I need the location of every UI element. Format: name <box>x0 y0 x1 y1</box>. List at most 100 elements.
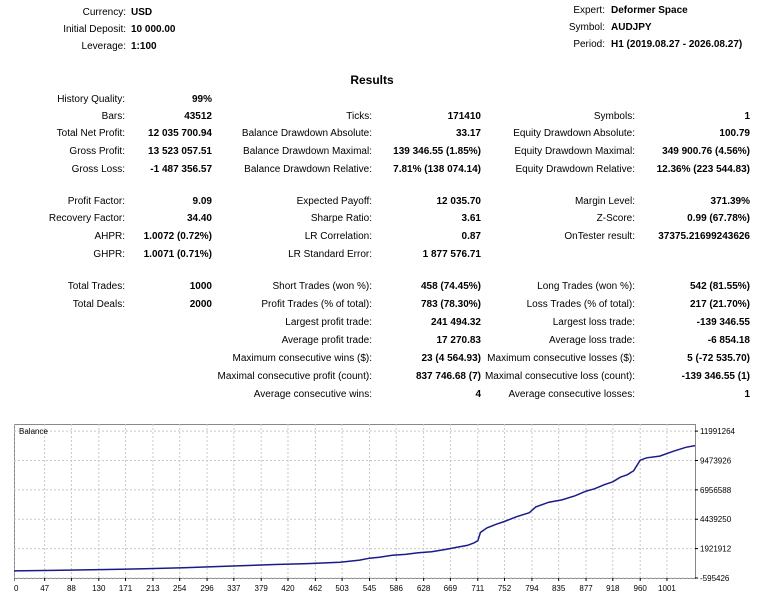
x-tick-label: 669 <box>444 584 458 593</box>
leverage-label: Leverage: <box>81 41 126 52</box>
y-tick-label: 9473926 <box>700 456 732 465</box>
stat-value: 1000 <box>189 281 212 292</box>
stat-label: Total Net Profit: <box>56 128 125 139</box>
x-tick-label: 171 <box>119 584 133 593</box>
stat-value: 1 877 576.71 <box>422 249 481 260</box>
y-tick-label: 11991264 <box>700 427 736 436</box>
expert-label: Expert: <box>573 5 605 16</box>
stat-value: 3.61 <box>461 213 481 224</box>
stat-value: 1.0071 (0.71%) <box>143 249 212 260</box>
y-tick-label: -595426 <box>700 574 730 583</box>
balance-chart: Balance 11991264 9473926 6956588 4439250 192… <box>14 424 736 593</box>
stat-value: 217 (21.70%) <box>689 299 750 310</box>
chart-grid <box>14 424 695 579</box>
stat-label: Average consecutive wins: <box>253 389 372 400</box>
stat-value: 139 346.55 (1.85%) <box>393 146 481 157</box>
stat-value: 1 <box>744 389 750 400</box>
stat-value: 5 (-72 535.70) <box>687 353 750 364</box>
stat-value: 33.17 <box>455 128 481 139</box>
x-tick-label: 711 <box>471 584 484 593</box>
stat-label: Loss Trades (% of total): <box>526 299 635 310</box>
stat-label: Recovery Factor: <box>48 213 125 224</box>
x-tick-label: 462 <box>309 584 323 593</box>
x-tick-label: 47 <box>40 584 49 593</box>
stat-label: Balance Drawdown Absolute: <box>241 128 372 139</box>
period-value: H1 (2019.08.27 - 2026.08.27) <box>611 39 743 50</box>
y-tick-label: 6956588 <box>700 486 732 495</box>
x-tick-label: 420 <box>281 584 295 593</box>
stat-label: Balance Drawdown Maximal: <box>243 146 372 157</box>
x-tick-label: 88 <box>67 584 76 593</box>
stat-label: Average loss trade: <box>549 335 635 346</box>
stat-value: 17 270.83 <box>436 335 482 346</box>
stat-label: Total Trades: <box>67 281 125 292</box>
stat-value: -139 346.55 <box>696 317 750 328</box>
stat-value: 458 (74.45%) <box>420 281 481 292</box>
stat-value: 4 <box>475 389 481 400</box>
stat-label: AHPR: <box>94 231 125 242</box>
stat-label: History Quality: <box>57 94 125 105</box>
x-tick-label: 1001 <box>658 584 676 593</box>
results-title: Results <box>350 73 394 87</box>
x-tick-label: 877 <box>579 584 593 593</box>
stat-value: 1.0072 (0.72%) <box>143 231 212 242</box>
stat-label: Equity Drawdown Relative: <box>515 164 636 175</box>
stat-value: 1 <box>744 111 750 122</box>
stat-value: 0.87 <box>461 231 481 242</box>
stat-value: 12.36% (223 544.83) <box>656 164 750 175</box>
y-axis: 11991264 9473926 6956588 4439250 1921912 -595… <box>695 427 736 583</box>
stat-value: 100.79 <box>719 128 750 139</box>
leverage-value: 1:100 <box>131 41 157 52</box>
x-tick-label: 752 <box>498 584 512 593</box>
stat-label: OnTester result: <box>564 231 635 242</box>
stat-value: 837 746.68 (7) <box>415 371 481 382</box>
stat-value: 7.81% (138 074.14) <box>393 164 481 175</box>
stat-value: 12 035 700.94 <box>148 128 212 139</box>
period-label: Period: <box>573 39 605 50</box>
x-tick-label: 213 <box>146 584 160 593</box>
currency-label: Currency: <box>82 7 126 18</box>
stat-label: Sharpe Ratio: <box>310 213 372 224</box>
x-tick-label: 0 <box>14 584 19 593</box>
y-tick-label: 4439250 <box>700 515 732 524</box>
stat-label: LR Standard Error: <box>288 249 372 260</box>
stat-value: 13 523 057.51 <box>148 146 212 157</box>
stat-value: -1 487 356.57 <box>150 164 212 175</box>
stat-label: Maximal consecutive loss (count): <box>484 371 635 382</box>
balance-line <box>14 444 696 572</box>
stat-label: Bars: <box>101 111 125 122</box>
stat-label: Gross Loss: <box>71 164 125 175</box>
stat-label: Gross Profit: <box>69 146 125 157</box>
x-tick-label: 379 <box>255 584 269 593</box>
x-tick-label: 835 <box>552 584 566 593</box>
stat-label: Short Trades (won %): <box>272 281 372 292</box>
stat-value: 2000 <box>189 299 212 310</box>
stat-value: 0.99 (67.78%) <box>687 213 750 224</box>
stat-label: Maximum consecutive losses ($): <box>487 353 635 364</box>
stat-label: Z-Score: <box>596 213 635 224</box>
x-tick-label: 545 <box>363 584 377 593</box>
stat-value: 99% <box>191 94 212 105</box>
stat-label: Maximum consecutive wins ($): <box>232 353 372 364</box>
stat-label: Largest loss trade: <box>552 317 635 328</box>
stat-label: Ticks: <box>346 111 372 122</box>
initial-deposit-label: Initial Deposit: <box>63 24 126 35</box>
initial-deposit-value: 10 000.00 <box>131 24 176 35</box>
x-tick-label: 337 <box>227 584 241 593</box>
chart-title: Balance <box>19 427 48 436</box>
x-axis: 0 47 88 130 171 213 254 296 337 379 420 462 503 545 58… <box>14 578 676 593</box>
symbol-value: AUDJPY <box>611 22 652 33</box>
x-tick-label: 503 <box>335 584 349 593</box>
stat-label: Symbols: <box>593 111 635 122</box>
stat-label: Profit Trades (% of total): <box>261 299 372 310</box>
x-tick-label: 130 <box>92 584 106 593</box>
x-tick-label: 586 <box>390 584 404 593</box>
stat-value: 241 494.32 <box>430 317 481 328</box>
stat-label: Equity Drawdown Maximal: <box>514 146 635 157</box>
stat-value: 542 (81.55%) <box>689 281 750 292</box>
stat-label: Largest profit trade: <box>285 317 372 328</box>
stat-label: Margin Level: <box>574 196 635 207</box>
stat-label: Long Trades (won %): <box>537 281 635 292</box>
x-tick-label: 918 <box>606 584 620 593</box>
stat-label: LR Correlation: <box>304 231 372 242</box>
